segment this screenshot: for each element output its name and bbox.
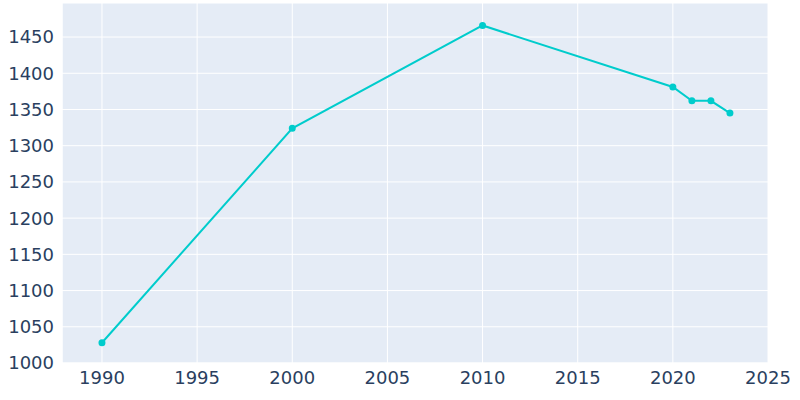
svg-text:1995: 1995 (174, 367, 220, 388)
svg-text:2000: 2000 (269, 367, 315, 388)
svg-text:1150: 1150 (8, 244, 54, 265)
svg-text:1450: 1450 (8, 26, 54, 47)
svg-text:2020: 2020 (650, 367, 696, 388)
svg-text:1400: 1400 (8, 63, 54, 84)
svg-text:1300: 1300 (8, 135, 54, 156)
svg-text:1990: 1990 (79, 367, 125, 388)
svg-text:1200: 1200 (8, 208, 54, 229)
svg-text:1100: 1100 (8, 280, 54, 301)
svg-text:1350: 1350 (8, 99, 54, 120)
svg-text:2005: 2005 (365, 367, 411, 388)
svg-text:1000: 1000 (8, 352, 54, 373)
svg-text:1250: 1250 (8, 171, 54, 192)
svg-text:2010: 2010 (460, 367, 506, 388)
svg-text:1050: 1050 (8, 316, 54, 337)
svg-text:2015: 2015 (555, 367, 601, 388)
svg-text:2025: 2025 (745, 367, 791, 388)
